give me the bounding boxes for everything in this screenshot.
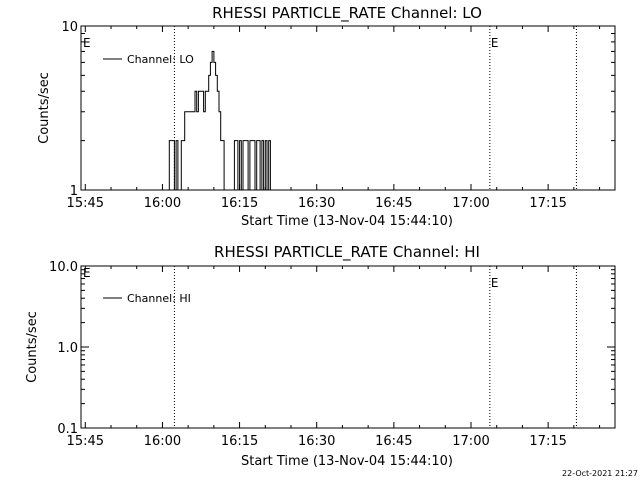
x-tick-label: 16:00 bbox=[144, 196, 181, 211]
x-tick-label: 15:45 bbox=[67, 196, 104, 211]
x-tick-label: 16:15 bbox=[221, 196, 258, 211]
panel-lo-y-ticks: 1 10 bbox=[61, 20, 615, 199]
panel-hi-plot-frame bbox=[80, 265, 616, 429]
x-tick-label: 17:00 bbox=[452, 434, 489, 449]
panel-hi-y-ticks: 0.1 1.0 10.0 bbox=[49, 260, 615, 437]
panel-hi: RHESSI PARTICLE_RATE Channel: HI 15:45 16… bbox=[25, 243, 616, 469]
panel-hi-legend: Channel: HI bbox=[103, 292, 191, 305]
event-marker-label: E bbox=[491, 276, 499, 290]
panel-hi-x-axis-label: Start Time (13-Nov-04 15:44:10) bbox=[241, 454, 453, 469]
panel-lo: RHESSI PARTICLE_RATE Channel: LO 15:45 16… bbox=[37, 4, 616, 229]
panel-hi-event-markers: E bbox=[173, 266, 577, 428]
panel-lo-plot-frame bbox=[80, 25, 616, 191]
panel-hi-x-ticks: 15:45 16:00 16:15 16:30 16:45 17:00 17:15 bbox=[67, 266, 601, 449]
panel-lo-x-axis-label: Start Time (13-Nov-04 15:44:10) bbox=[241, 214, 453, 229]
x-tick-label: 16:45 bbox=[375, 196, 412, 211]
panel-lo-event-markers: E bbox=[173, 26, 577, 190]
panel-lo-series-line bbox=[167, 50, 276, 191]
panel-hi-y-axis-label: Counts/sec bbox=[25, 311, 40, 383]
footer-timestamp: 22-Oct-2021 21:27 bbox=[562, 469, 638, 478]
x-tick-label: 16:30 bbox=[298, 196, 335, 211]
panel-lo-legend-label: Channel: LO bbox=[127, 53, 194, 66]
y-tick-label: 1 bbox=[70, 184, 78, 199]
panel-hi-left-edge-label: E bbox=[83, 266, 91, 280]
panel-lo-title: RHESSI PARTICLE_RATE Channel: LO bbox=[212, 4, 482, 23]
panel-hi-title: RHESSI PARTICLE_RATE Channel: HI bbox=[214, 243, 480, 262]
event-marker-label: E bbox=[491, 36, 499, 50]
panel-lo-left-edge-label: E bbox=[83, 36, 91, 50]
panel-lo-y-axis-label: Counts/sec bbox=[37, 72, 52, 144]
x-tick-label: 16:00 bbox=[144, 434, 181, 449]
panel-lo-legend: Channel: LO bbox=[103, 53, 194, 66]
x-tick-label: 16:45 bbox=[375, 434, 412, 449]
x-tick-label: 15:45 bbox=[67, 434, 104, 449]
x-tick-label: 16:30 bbox=[298, 434, 335, 449]
y-tick-label: 10 bbox=[61, 20, 78, 35]
panel-hi-legend-label: Channel: HI bbox=[127, 292, 191, 305]
panel-lo-x-ticks: 15:45 16:00 16:15 16:30 16:45 17:00 17:15 bbox=[67, 26, 601, 211]
y-tick-label: 1.0 bbox=[57, 341, 78, 356]
x-tick-label: 17:00 bbox=[452, 196, 489, 211]
x-tick-label: 17:15 bbox=[529, 434, 566, 449]
x-tick-label: 17:15 bbox=[529, 196, 566, 211]
y-tick-label: 0.1 bbox=[57, 422, 78, 437]
y-tick-label: 10.0 bbox=[49, 260, 78, 275]
x-tick-label: 16:15 bbox=[221, 434, 258, 449]
